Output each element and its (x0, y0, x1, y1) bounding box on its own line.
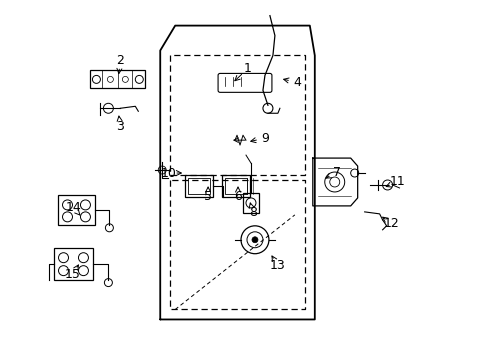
Circle shape (251, 237, 258, 243)
Text: 8: 8 (248, 206, 257, 219)
Bar (188, 178, 210, 194)
Text: 9: 9 (261, 132, 268, 145)
Bar (222, 175, 249, 197)
Text: 3: 3 (116, 120, 124, 133)
Bar (243, 193, 259, 213)
Bar (58, 195, 95, 225)
Text: 6: 6 (234, 190, 242, 203)
Text: 11: 11 (389, 175, 405, 189)
Bar (224, 178, 246, 194)
Text: 14: 14 (65, 201, 81, 215)
Text: 4: 4 (292, 76, 300, 89)
Text: 12: 12 (383, 217, 399, 230)
Bar (185, 175, 213, 197)
Text: 13: 13 (269, 259, 285, 272)
Text: 15: 15 (64, 268, 80, 281)
Text: 1: 1 (244, 62, 251, 75)
Text: 2: 2 (116, 54, 124, 67)
Text: 10: 10 (160, 167, 176, 180)
Bar (90, 71, 145, 88)
Text: 7: 7 (332, 166, 340, 179)
Bar (53, 248, 93, 280)
Text: 5: 5 (203, 190, 212, 203)
